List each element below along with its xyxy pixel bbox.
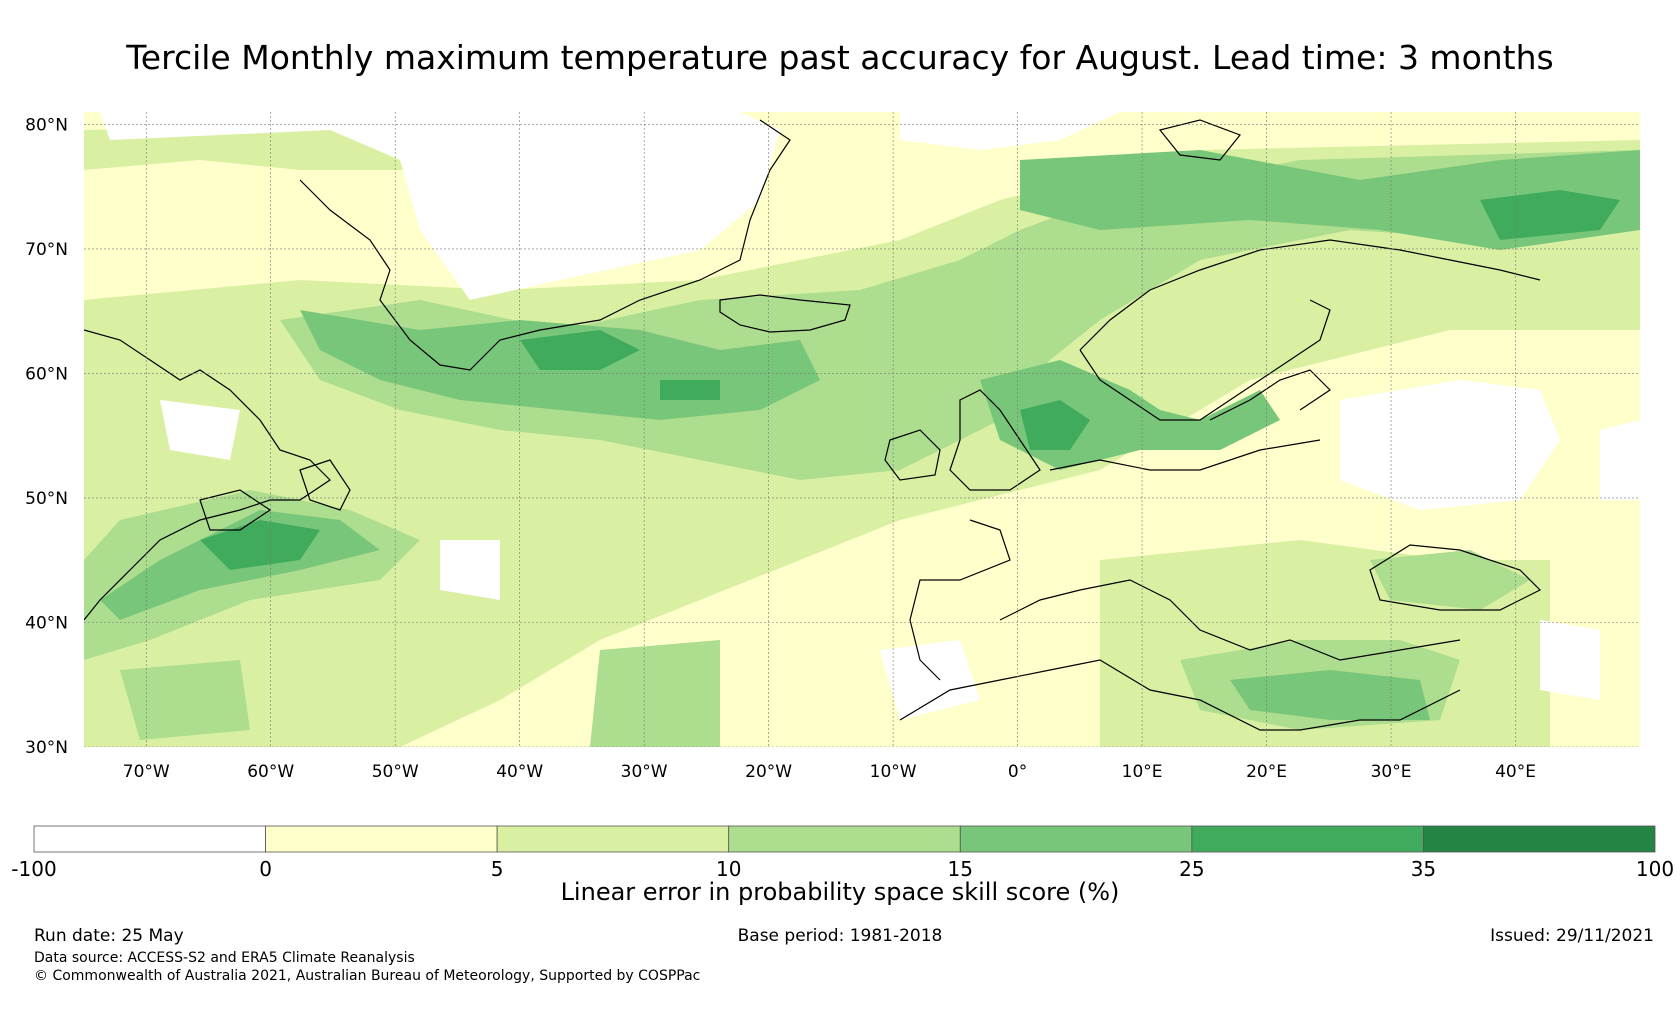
colorbar-tick-label: 5 — [491, 857, 504, 881]
colorbar-title: Linear error in probability space skill … — [560, 878, 1120, 906]
lat-tick-label: 40°N — [25, 613, 68, 633]
colorbar: -100 0 5 10 15 25 35 100 — [11, 825, 1674, 881]
colorbar-swatch — [265, 825, 498, 853]
lat-tick-label: 80°N — [25, 115, 68, 135]
lon-tick-label: 60°W — [247, 762, 294, 782]
colorbar-tick-label: 100 — [1636, 857, 1674, 881]
base-period: Base period: 1981-2018 — [737, 926, 943, 946]
colorbar-swatch — [1423, 825, 1656, 853]
colorbar-tick-label: -100 — [11, 857, 56, 881]
colorbar-tick-label: 15 — [948, 857, 973, 881]
lat-tick-label: 30°N — [25, 738, 68, 758]
lat-labels: 30°N 40°N 50°N 60°N 70°N 80°N — [25, 115, 68, 758]
lon-tick-label: 30°E — [1371, 762, 1412, 782]
lon-tick-label: 40°W — [496, 762, 543, 782]
colorbar-tick-label: 35 — [1411, 857, 1436, 881]
lon-tick-label: 70°W — [123, 762, 170, 782]
colorbar-tick-label: 10 — [716, 857, 741, 881]
skill-shading — [84, 112, 1640, 747]
colorbar-swatch — [959, 825, 1193, 853]
lon-tick-label: 0° — [1008, 762, 1027, 782]
lon-tick-label: 40°E — [1495, 762, 1536, 782]
colorbar-swatch — [496, 825, 730, 853]
colorbar-swatch — [33, 825, 266, 853]
coastlines — [84, 119, 1542, 731]
lon-labels: 70°W 60°W 50°W 40°W 30°W 20°W 10°W 0° 10°E 20°E 30… — [123, 762, 1536, 782]
run-date: Run date: 25 May — [34, 926, 184, 946]
colorbar-swatch — [728, 825, 961, 853]
colorbar-tick-label: 0 — [259, 857, 272, 881]
lon-tick-label: 30°W — [621, 762, 668, 782]
data-source: Data source: ACCESS-S2 and ERA5 Climate … — [34, 950, 415, 966]
colorbar-swatch — [1191, 825, 1424, 853]
map-title: Tercile Monthly maximum temperature past… — [126, 38, 1554, 77]
issued-date: Issued: 29/11/2021 — [1490, 926, 1654, 946]
lon-tick-label: 20°E — [1246, 762, 1287, 782]
lon-tick-label: 20°W — [745, 762, 792, 782]
lat-tick-label: 50°N — [25, 489, 68, 509]
colorbar-tick-label: 25 — [1179, 857, 1204, 881]
lat-tick-label: 70°N — [25, 240, 68, 260]
lat-tick-label: 60°N — [25, 364, 68, 384]
gridlines — [84, 112, 1640, 747]
copyright: © Commonwealth of Australia 2021, Austra… — [34, 968, 701, 984]
lon-tick-label: 10°E — [1122, 762, 1163, 782]
lon-tick-label: 10°W — [870, 762, 917, 782]
lon-tick-label: 50°W — [372, 762, 419, 782]
